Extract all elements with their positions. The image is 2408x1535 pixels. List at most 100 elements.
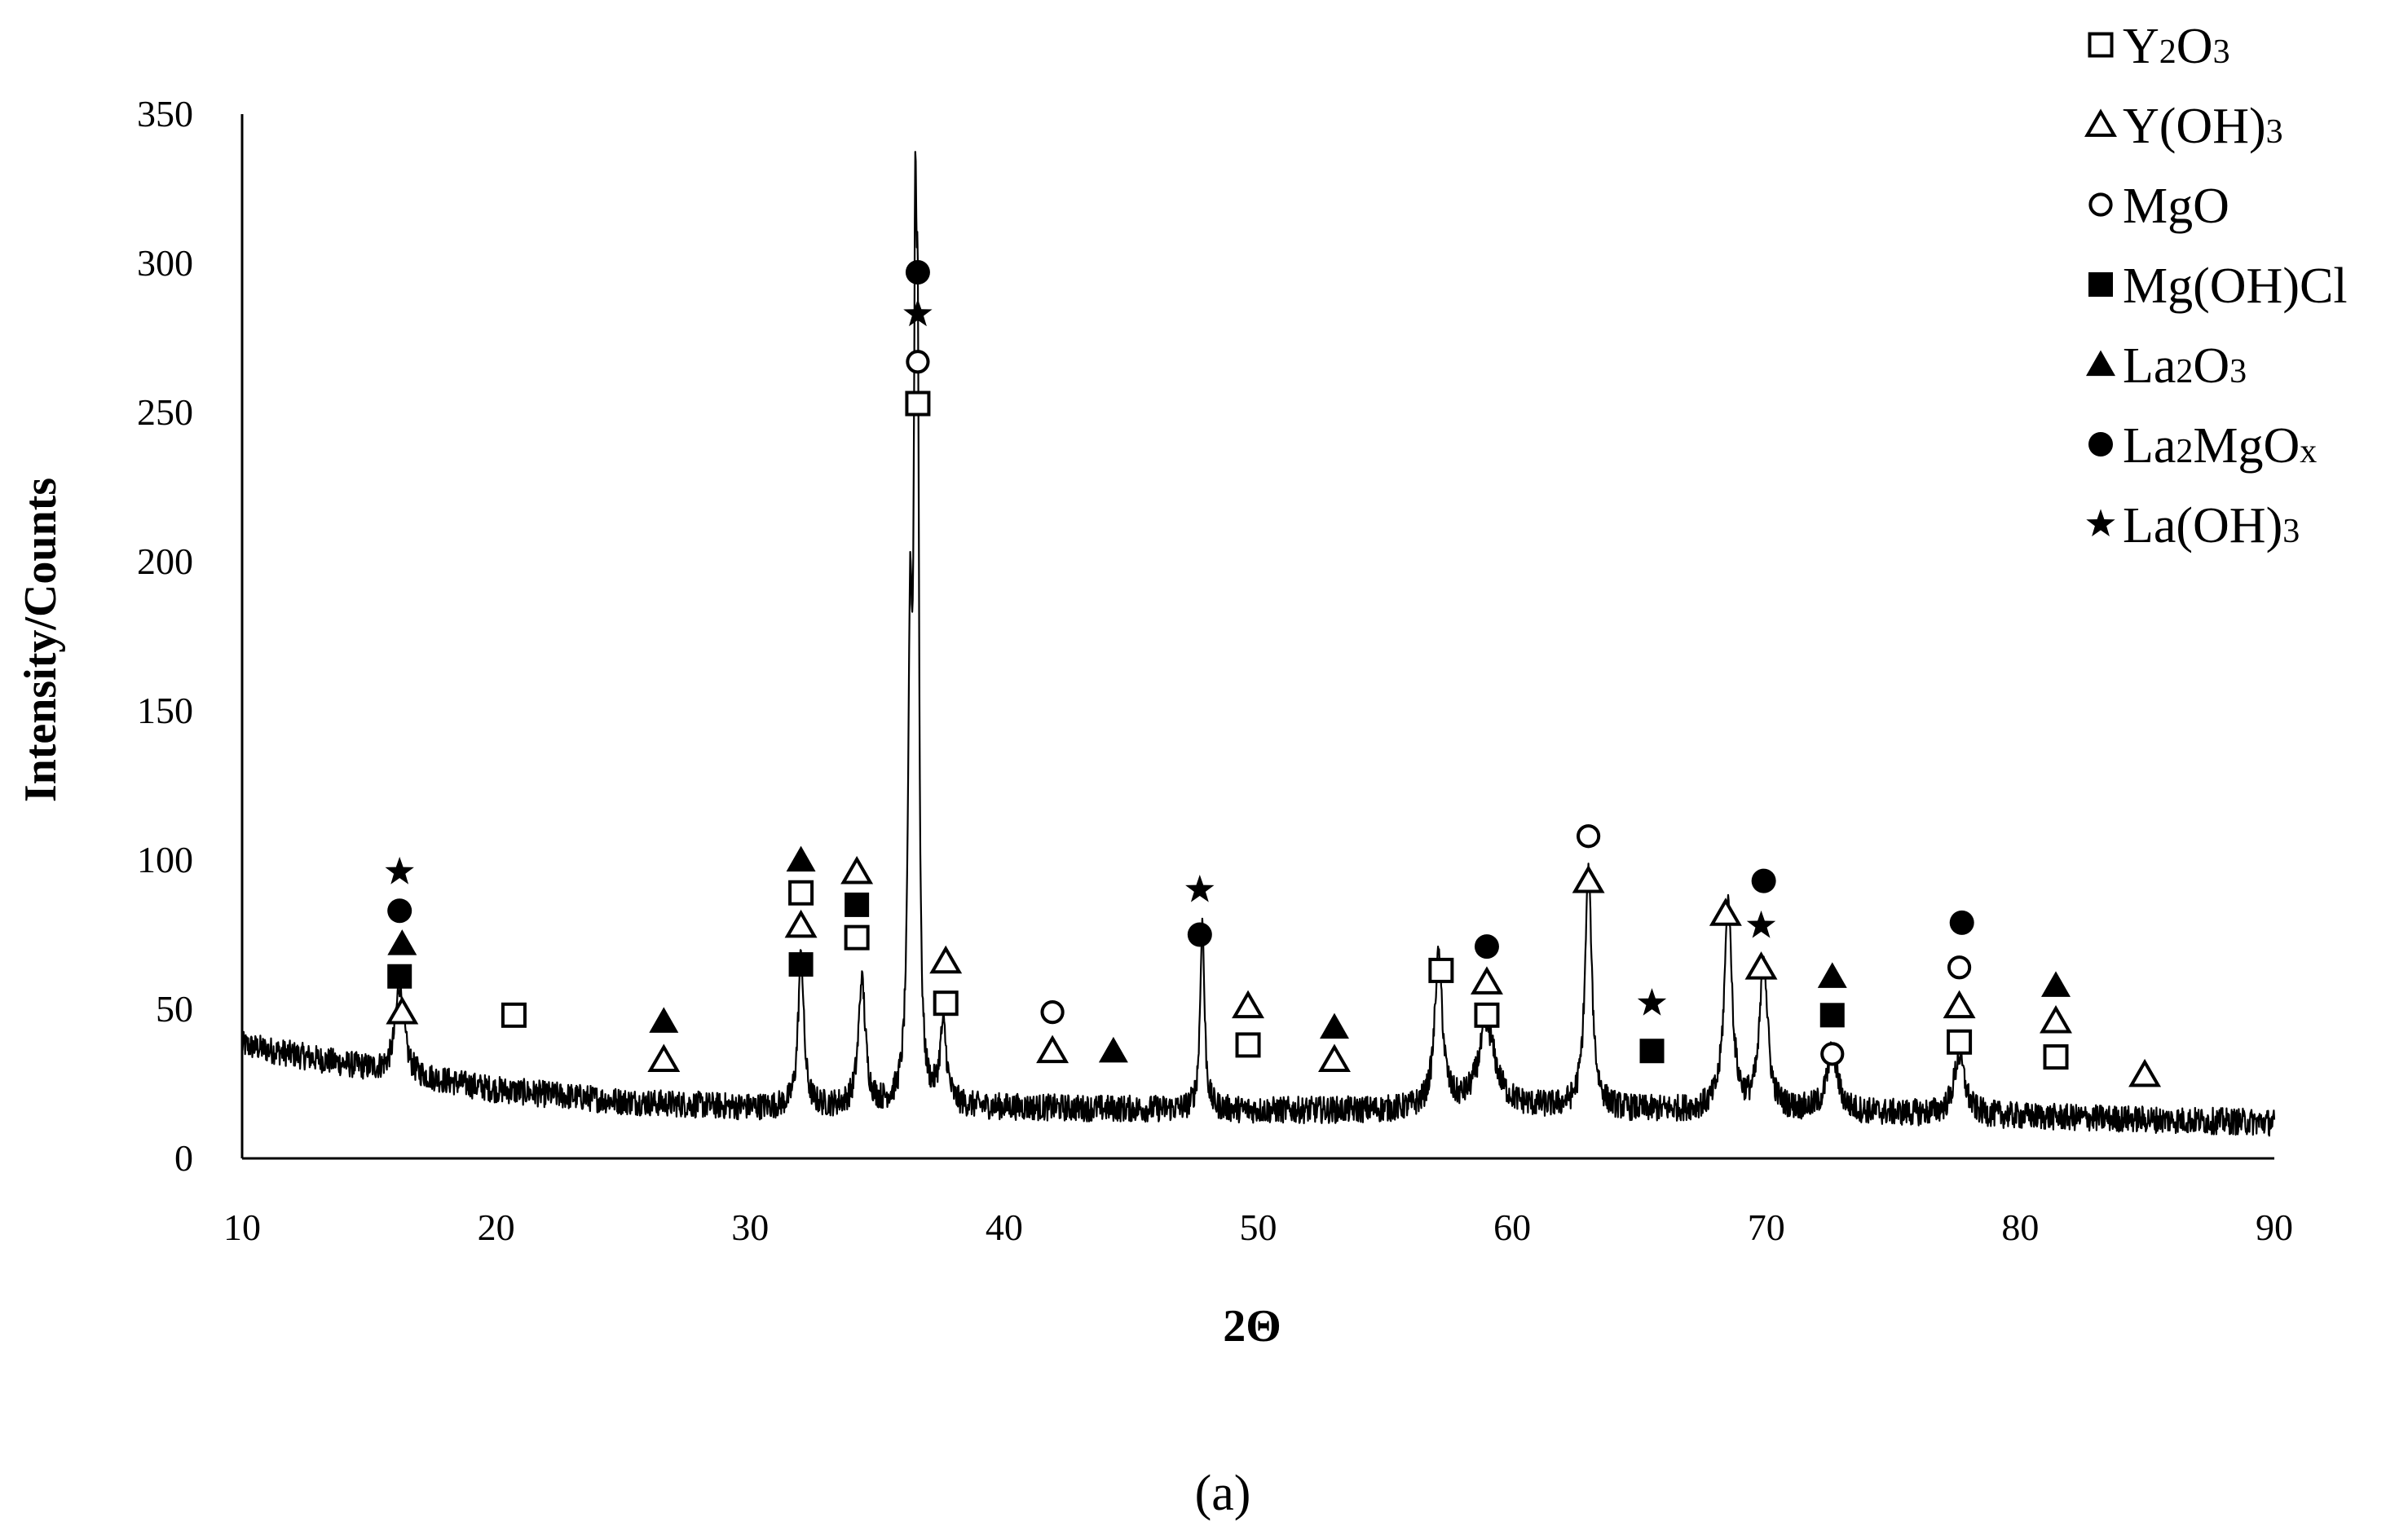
legend-item-LaOH3: La(OH)3 [2086,498,2300,554]
open-triangle-marker [840,855,874,884]
filled-square-marker [1819,1003,1845,1028]
open-triangle-marker [929,945,963,974]
open-circle-marker [2088,192,2113,217]
y-tick-label: 0 [174,1137,193,1179]
legend-item-Y2O3: Y2O3 [2088,19,2230,74]
x-tick-label: 40 [986,1206,1023,1248]
open-circle-marker [1577,824,1601,849]
legend-label: La2O3 [2123,338,2247,394]
filled-square-marker [845,892,870,917]
open-triangle-marker [647,1043,681,1073]
x-tick-label: 90 [2256,1206,2293,1248]
legend-item-La2O3: La2O3 [2086,338,2247,394]
open-triangle-marker [1318,1043,1351,1073]
filled-circle-marker [1751,868,1776,893]
legend-item-YOH3: Y(OH)3 [2084,99,2283,154]
filled-circle-marker [1949,910,1974,935]
open-triangle-marker [1572,864,1605,893]
x-tick-label: 80 [2001,1206,2039,1248]
legend-label: Y(OH)3 [2123,99,2283,154]
open-circle-marker [1947,955,1972,980]
open-circle-marker [1820,1042,1845,1066]
open-square-marker [1474,1002,1500,1028]
y-tick-label: 300 [137,242,193,284]
star-marker [2086,509,2115,536]
open-square-marker [844,924,870,951]
star-marker [385,857,414,884]
legend-label: Mg(OH)Cl [2123,258,2348,314]
open-square-marker [1947,1029,1973,1055]
filled-triangle-marker [387,929,417,955]
open-triangle-marker [2040,1004,2072,1034]
star-marker [1637,988,1667,1016]
x-axis-title: 2Θ [1223,1301,1281,1352]
open-circle-marker [906,350,930,374]
filled-circle-marker [1474,934,1499,959]
legend: Y2O3 Y(OH)3 MgO Mg(OH)Cl La2O3 La2MgOx La(OH)3 [2084,19,2348,554]
open-triangle-marker [1943,990,1976,1019]
legend-item-MgO: MgO [2088,179,2229,234]
xrd-pattern-line [240,151,2276,1137]
open-square-marker [1235,1032,1261,1058]
filled-triangle-marker [2086,350,2115,377]
filled-circle-marker [1187,922,1212,947]
x-tick-label: 50 [1240,1206,1277,1248]
star-marker [903,298,933,327]
x-tick-label: 10 [223,1206,261,1248]
y-tick-label: 250 [137,391,193,433]
open-triangle-marker [1036,1034,1069,1064]
filled-square-marker [1639,1039,1665,1064]
star-marker [1185,875,1215,902]
y-tick-label: 200 [137,540,193,582]
filled-triangle-marker [2041,971,2071,997]
open-triangle-marker [784,909,818,938]
filled-triangle-marker [786,845,816,872]
x-axis-ticks: 10 20 30 40 50 60 70 80 90 [223,1206,2293,1248]
open-square-marker [501,1002,527,1028]
open-triangle-marker [1232,990,1265,1019]
figure-caption: (a) [1195,1466,1251,1521]
filled-square-marker [387,964,412,989]
y-axis-title: Intensity/Counts [15,478,66,802]
x-tick-label: 30 [731,1206,769,1248]
filled-triangle-marker [1098,1036,1128,1063]
y-tick-label: 350 [137,93,193,135]
filled-triangle-marker [1319,1012,1349,1039]
filled-square-marker [788,952,814,977]
open-square-marker [788,880,814,906]
open-square-marker [2043,1044,2069,1070]
open-triangle-marker [2084,108,2117,137]
legend-label: La2MgOx [2123,418,2317,474]
open-triangle-marker [1470,966,1503,995]
legend-label: Y2O3 [2123,19,2230,74]
filled-square-marker [2088,272,2113,297]
open-square-marker [1428,957,1454,983]
open-triangle-marker [386,995,419,1025]
y-tick-label: 100 [137,839,193,880]
filled-triangle-marker [1817,962,1847,988]
open-square-marker [905,390,931,417]
x-tick-label: 20 [478,1206,515,1248]
filled-circle-marker [905,259,930,285]
open-circle-marker [1040,1000,1065,1025]
legend-label: La(OH)3 [2123,498,2300,554]
open-square-marker [2088,32,2114,58]
phase-annotation-markers [385,259,2162,1087]
y-axis-ticks: 0 50 100 150 200 250 300 350 [137,93,193,1179]
legend-item-La2MgOx: La2MgOx [2088,418,2317,474]
open-triangle-marker [2128,1058,2162,1087]
filled-circle-marker [2088,432,2113,457]
open-square-marker [933,990,959,1017]
open-triangle-marker [1709,898,1742,926]
filled-triangle-marker [649,1007,679,1033]
x-tick-label: 70 [1748,1206,1785,1248]
legend-item-MgOHCl: Mg(OH)Cl [2088,258,2348,314]
open-triangle-marker [1744,951,1778,980]
y-tick-label: 50 [156,988,193,1030]
x-tick-label: 60 [1493,1206,1531,1248]
filled-circle-marker [387,898,412,924]
legend-label: MgO [2123,179,2229,234]
star-marker [1746,910,1776,938]
y-tick-label: 150 [137,690,193,731]
